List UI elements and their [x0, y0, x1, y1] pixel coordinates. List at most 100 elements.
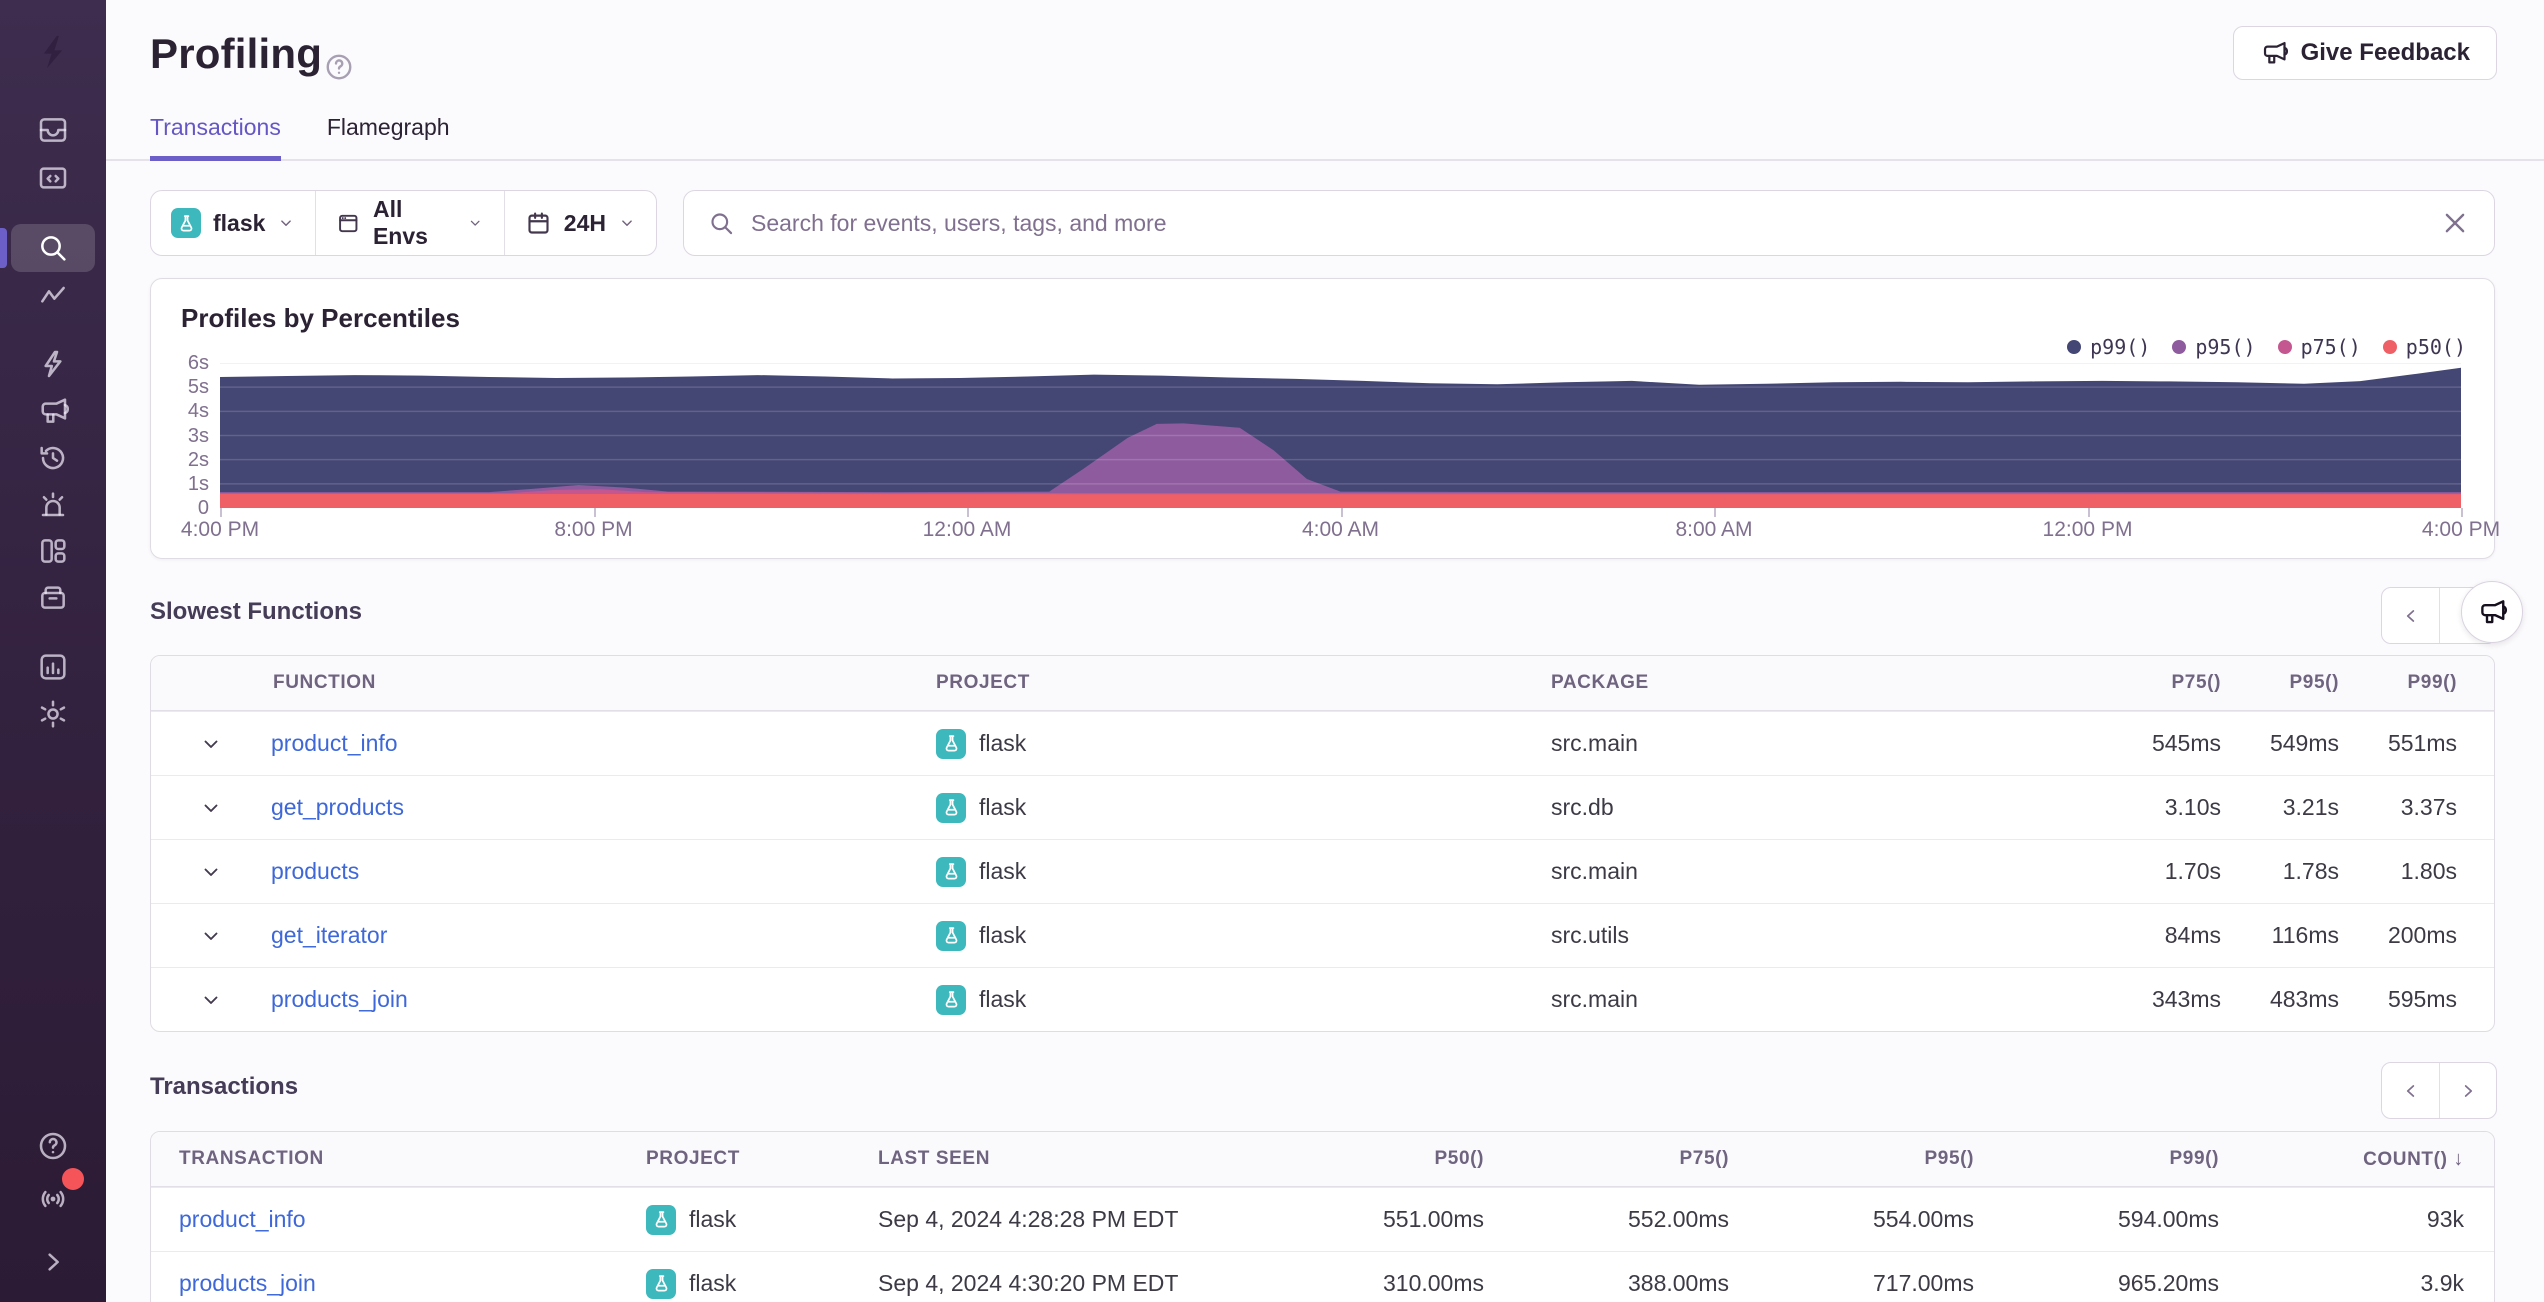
p99-cell: 1.80s	[2400, 858, 2457, 884]
last-seen-cell: Sep 4, 2024 4:28:28 PM EDT	[878, 1206, 1179, 1232]
project-filter[interactable]: flask	[151, 191, 315, 255]
sidebar-item-help[interactable]	[11, 1122, 95, 1170]
col-p95[interactable]: P95()	[1924, 1148, 1974, 1169]
expand-row-button[interactable]	[151, 860, 271, 884]
flask-project-icon	[646, 1268, 676, 1299]
p95-cell: 483ms	[2269, 986, 2339, 1012]
sidebar-item-explore[interactable]	[11, 224, 95, 272]
sidebar-item-alerts[interactable]	[11, 481, 95, 529]
sidebar-item-releases[interactable]	[11, 573, 95, 621]
col-last-seen[interactable]: LAST SEEN	[878, 1148, 991, 1169]
date-range-filter[interactable]: 24H	[503, 191, 656, 255]
project-link[interactable]: flask	[979, 986, 1027, 1012]
percentiles-area-chart[interactable]	[220, 363, 2461, 508]
sidebar-item-dashboards[interactable]	[11, 527, 95, 575]
last-seen-cell: Sep 4, 2024 4:30:20 PM EDT	[878, 1270, 1179, 1296]
clear-search-icon[interactable]	[2440, 208, 2470, 238]
function-link[interactable]: products_join	[271, 986, 408, 1012]
sidebar-item-quick-start[interactable]	[11, 340, 95, 388]
search-input[interactable]	[751, 209, 2424, 237]
project-link[interactable]: flask	[689, 1270, 737, 1296]
project-link[interactable]: flask	[689, 1206, 737, 1232]
sidebar-item-feedback[interactable]	[11, 387, 95, 435]
project-link[interactable]: flask	[979, 922, 1027, 948]
expand-row-button[interactable]	[151, 988, 271, 1012]
help-icon	[37, 1130, 69, 1162]
next-page-button[interactable]	[2439, 1063, 2496, 1118]
col-function[interactable]: FUNCTION	[273, 672, 376, 693]
chevron-right-icon	[37, 1246, 69, 1278]
expand-row-button[interactable]	[151, 732, 271, 756]
col-p50[interactable]: P50()	[1434, 1148, 1484, 1169]
sidebar-item-metrics[interactable]	[11, 272, 95, 320]
x-axis-tick-mark	[2461, 508, 2463, 517]
cursor-feedback-indicator	[2461, 581, 2523, 643]
function-link[interactable]: get_products	[271, 794, 404, 820]
legend-item-p50[interactable]: p50()	[2382, 335, 2466, 359]
chevron-down-icon	[199, 796, 223, 820]
sidebar-item-issues[interactable]	[11, 106, 95, 154]
p75-cell: 343ms	[2151, 986, 2221, 1012]
transaction-link[interactable]: product_info	[179, 1206, 306, 1232]
legend-item-p99[interactable]: p99()	[2067, 335, 2150, 359]
col-transaction[interactable]: TRANSACTION	[179, 1148, 324, 1169]
prev-page-button[interactable]	[2382, 1063, 2439, 1118]
next-page-button[interactable]	[2439, 588, 2496, 643]
date-range-label: 24H	[563, 209, 606, 236]
p75-cell: 388.00ms	[1627, 1270, 1729, 1296]
col-count-sorted[interactable]: COUNT() ↓	[2219, 1148, 2464, 1171]
sidebar-item-stats[interactable]	[11, 643, 95, 691]
x-axis-tick: 4:00 PM	[180, 518, 260, 541]
y-axis-tick: 3s	[187, 424, 209, 447]
flask-project-icon	[936, 920, 966, 951]
tab-flamegraph[interactable]: Flamegraph	[326, 114, 450, 140]
flask-project-icon	[936, 984, 966, 1015]
col-p99[interactable]: P99()	[2169, 1148, 2219, 1169]
function-link[interactable]: product_info	[271, 730, 398, 756]
prev-page-button[interactable]	[2382, 588, 2439, 643]
y-axis-tick: 1s	[187, 472, 209, 495]
function-link[interactable]: get_iterator	[271, 922, 388, 948]
flask-project-icon	[171, 208, 201, 238]
col-p95[interactable]: P95()	[2289, 672, 2339, 693]
col-p99[interactable]: P99()	[2407, 672, 2457, 693]
function-link[interactable]: products	[271, 858, 360, 884]
page-filter-bar: flask All Envs 24H	[150, 190, 657, 256]
megaphone-icon	[37, 395, 69, 427]
legend-label: p75()	[2300, 335, 2361, 359]
x-axis-tick-mark	[593, 508, 596, 517]
page-help-icon[interactable]	[324, 52, 354, 82]
issues-icon	[37, 114, 69, 146]
expand-row-button[interactable]	[151, 924, 271, 948]
environment-filter[interactable]: All Envs	[315, 191, 503, 255]
project-link[interactable]: flask	[979, 794, 1027, 820]
sidebar-item-settings[interactable]	[11, 690, 95, 738]
chevron-down-icon	[277, 214, 295, 232]
col-project[interactable]: PROJECT	[936, 672, 1030, 693]
count-cell: 3.9k	[2420, 1270, 2464, 1296]
p95-cell: 554.00ms	[1872, 1206, 1974, 1232]
sort-desc-icon: ↓	[2453, 1147, 2464, 1170]
col-p75[interactable]: P75()	[2171, 672, 2221, 693]
p50-cell: 551.00ms	[1382, 1206, 1484, 1232]
col-package[interactable]: PACKAGE	[1551, 672, 1649, 693]
col-p75[interactable]: P75()	[1679, 1148, 1729, 1169]
replay-clock-icon	[37, 442, 69, 474]
col-project[interactable]: PROJECT	[646, 1148, 740, 1169]
expand-row-button[interactable]	[151, 796, 271, 820]
tab-transactions[interactable]: Transactions	[150, 114, 281, 161]
project-link[interactable]: flask	[979, 858, 1027, 884]
legend-item-p95[interactable]: p95()	[2172, 335, 2256, 359]
legend-item-p75[interactable]: p75()	[2277, 335, 2361, 359]
sentry-logo[interactable]	[25, 24, 81, 80]
calendar-icon	[525, 210, 552, 237]
sidebar-item-projects[interactable]	[11, 154, 95, 202]
sidebar-collapse-button[interactable]	[11, 1238, 95, 1286]
transactions-table: TRANSACTION PROJECT LAST SEEN P50() P75(…	[150, 1131, 2495, 1302]
chevron-down-icon	[199, 988, 223, 1012]
sidebar-item-replays[interactable]	[11, 434, 95, 482]
transaction-link[interactable]: products_join	[179, 1270, 316, 1296]
project-link[interactable]: flask	[979, 730, 1027, 756]
give-feedback-button[interactable]: Give Feedback	[2232, 26, 2497, 80]
project-filter-label: flask	[213, 209, 266, 236]
